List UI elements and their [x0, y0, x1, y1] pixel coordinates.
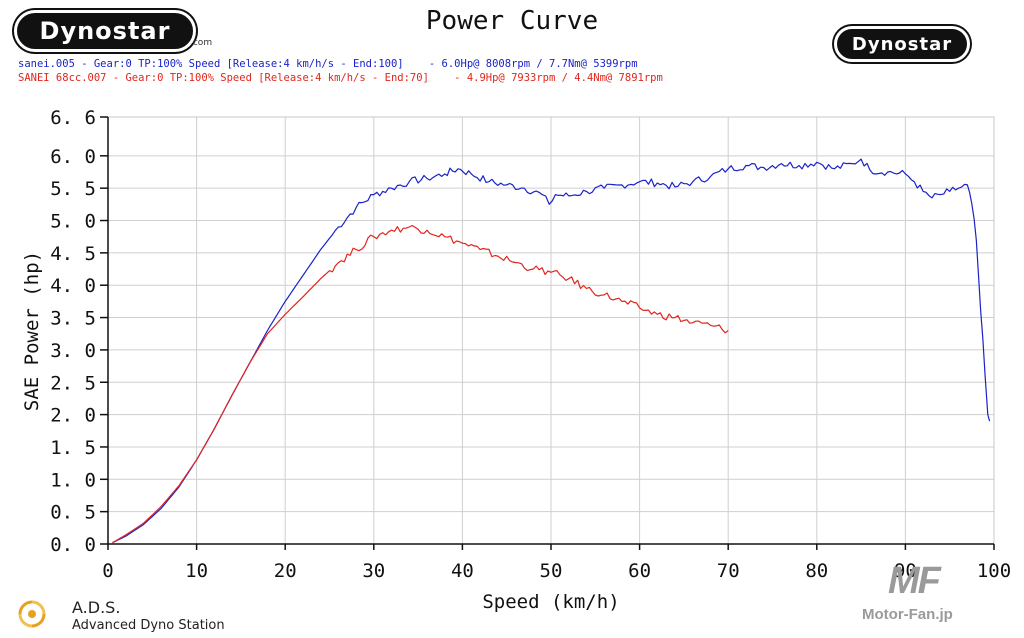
legend-entry-series-2: SANEI 68cc.007 - Gear:0 TP:100% Speed [R…: [18, 72, 663, 84]
y-tick-label: 0. 0: [50, 534, 96, 556]
y-tick-label: 5. 0: [50, 211, 96, 233]
chart-grid: [107, 116, 995, 545]
y-tick-label: 1. 0: [50, 469, 96, 491]
x-tick-label: 10: [185, 560, 208, 582]
chart-series: [112, 158, 991, 544]
dynostar-logo-right: Dynostar: [834, 26, 970, 62]
x-tick-label: 30: [362, 560, 385, 582]
x-tick-label: 40: [451, 560, 474, 582]
y-tick-label: 2. 0: [50, 405, 96, 427]
x-tick-labels: 0 10 20 30 40 50 60 70 80 90 100: [102, 560, 1011, 582]
dynostar-logo-suffix: .com: [190, 38, 213, 48]
y-tick-label: 4. 5: [50, 243, 96, 265]
x-tick-label: 100: [977, 560, 1011, 582]
x-tick-label: 0: [102, 560, 113, 582]
y-tick-label: 6. 0: [50, 146, 96, 168]
y-tick-label: 0. 5: [50, 502, 96, 524]
y-tick-label: 4. 0: [50, 275, 96, 297]
x-tick-label: 50: [540, 560, 563, 582]
x-tick-label: 60: [628, 560, 651, 582]
chart-axes: [100, 116, 995, 550]
y-axis-label: SAE Power (hp): [21, 251, 43, 411]
y-tick-label: 1. 5: [50, 437, 96, 459]
series-line-2: [112, 224, 729, 544]
x-tick-label: 90: [894, 560, 917, 582]
x-tick-label: 20: [274, 560, 297, 582]
motor-fan-mark: MF: [888, 560, 941, 602]
motor-fan-watermark: Motor-Fan.jp: [862, 606, 953, 623]
y-tick-label: 5. 5: [50, 178, 96, 200]
ads-subtitle: Advanced Dyno Station: [72, 618, 225, 633]
y-tick-label: 3. 0: [50, 340, 96, 362]
page-title: Power Curve: [425, 6, 599, 36]
y-tick-label: 2. 5: [50, 372, 96, 394]
ads-sun-icon: [18, 600, 46, 628]
y-tick-label: 6. 6: [50, 107, 96, 129]
dynostar-logo-left: Dynostar: [14, 10, 196, 52]
x-axis-label: Speed (km/h): [482, 591, 619, 613]
ads-title: A.D.S.: [72, 598, 121, 617]
series-line-1: [112, 158, 991, 544]
legend-entry-series-1: sanei.005 - Gear:0 TP:100% Speed [Releas…: [18, 58, 638, 70]
x-tick-label: 70: [717, 560, 740, 582]
y-tick-label: 3. 5: [50, 308, 96, 330]
y-tick-labels: 0. 0 0. 5 1. 0 1. 5 2. 0 2. 5 3. 0 3. 5 4. 0 4. 5…: [50, 107, 96, 556]
x-tick-label: 80: [805, 560, 828, 582]
